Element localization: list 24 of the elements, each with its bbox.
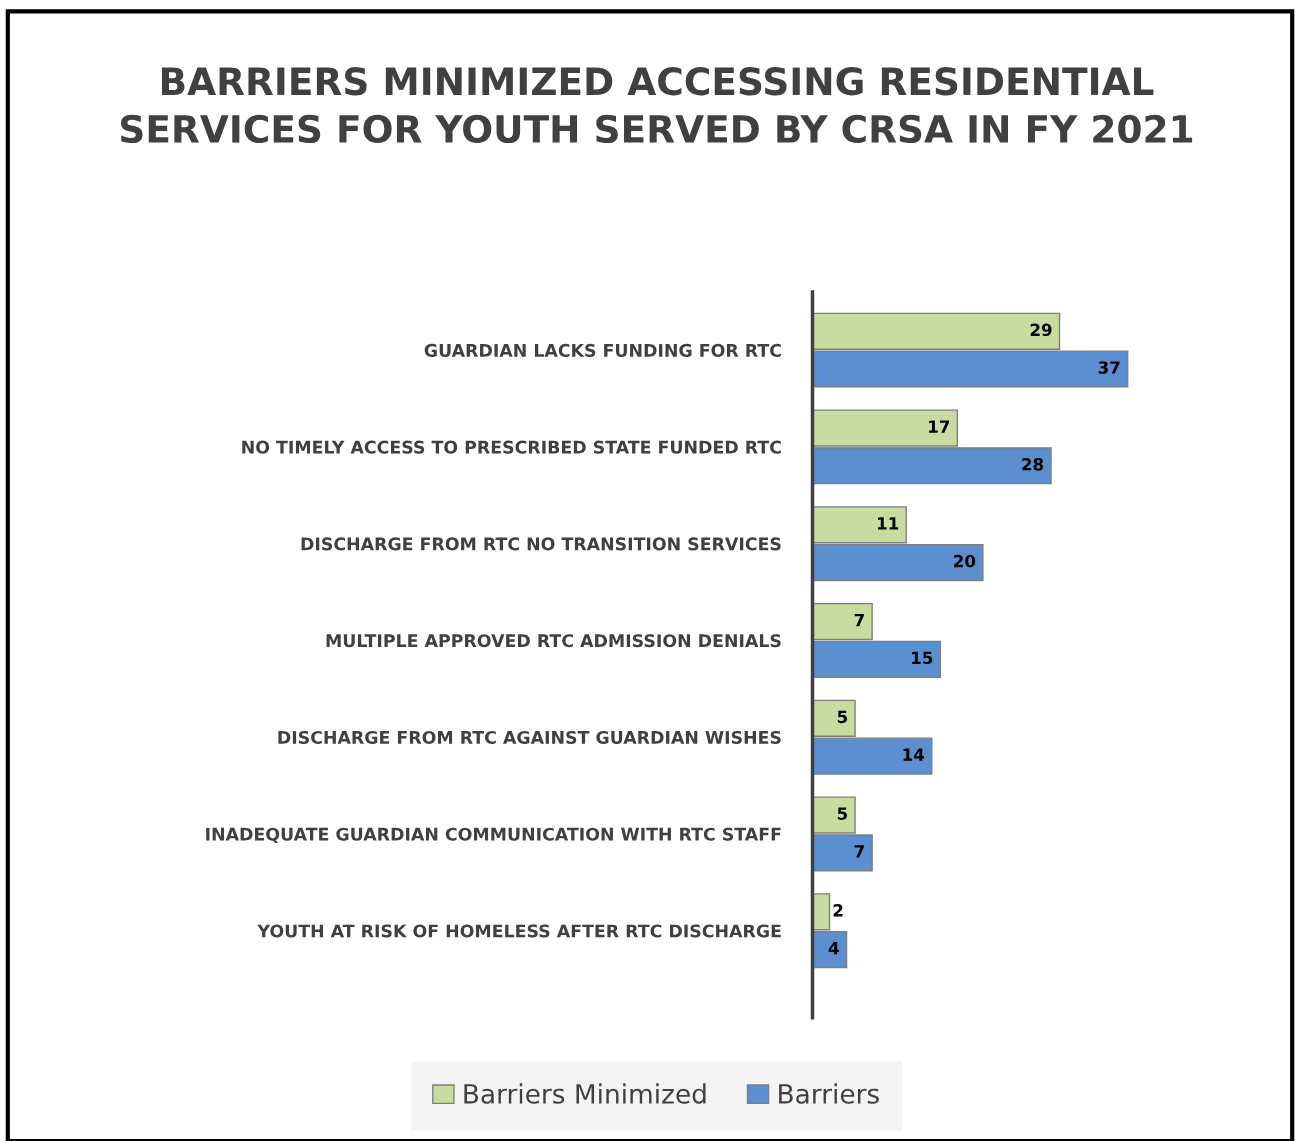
y-tick-label: GUARDIAN LACKS FUNDING FOR RTC — [424, 343, 781, 357]
y-tick-label: INADEQUATE GUARDIAN COMMUNICATION WITH RTC STAFF — [206, 827, 781, 844]
data-label: 4 — [828, 942, 839, 955]
data-label: 5 — [837, 710, 847, 724]
y-tick-label: NO TIMELY ACCESS TO PRESCRIBED STATE FUNDED RTC — [242, 440, 781, 454]
data-label: 11 — [877, 517, 899, 530]
data-label: 17 — [929, 420, 950, 433]
data-label: 28 — [1022, 458, 1044, 471]
data-label: 2 — [833, 904, 843, 917]
legend-label: Barriers Minimized — [464, 1083, 706, 1104]
data-label: 20 — [954, 554, 976, 568]
y-tick-label: DISCHARGE FROM RTC NO TRANSITION SERVICES — [301, 537, 781, 551]
data-label: 7 — [854, 845, 864, 858]
data-label: 29 — [1030, 323, 1052, 337]
data-label: 15 — [912, 651, 933, 665]
y-tick-label: MULTIPLE APPROVED RTC ADMISSION DENIALS — [326, 634, 781, 648]
data-label: 7 — [854, 614, 864, 627]
legend-label: Barriers — [779, 1083, 879, 1104]
data-label: 37 — [1098, 361, 1120, 374]
chart-title: BARRIERS MINIMIZED ACCESSING RESIDENTIAL SERVICES FOR YOUTH SERVED BY CRSA IN FY 2021 — [121, 67, 1193, 144]
data-label: 5 — [837, 807, 847, 820]
data-label: 14 — [903, 748, 925, 761]
y-tick-label: YOUTH AT RISK OF HOMELESS AFTER RTC DISCHARGE — [257, 924, 781, 938]
y-tick-label: DISCHARGE FROM RTC AGAINST GUARDIAN WISHES — [278, 730, 781, 745]
